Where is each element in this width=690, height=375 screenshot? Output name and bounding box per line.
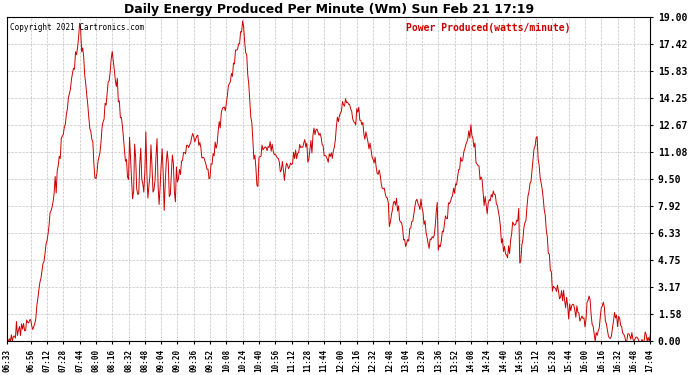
Text: Power Produced(watts/minute): Power Produced(watts/minute) xyxy=(406,23,571,33)
Text: Copyright 2021 Cartronics.com: Copyright 2021 Cartronics.com xyxy=(10,23,145,32)
Title: Daily Energy Produced Per Minute (Wm) Sun Feb 21 17:19: Daily Energy Produced Per Minute (Wm) Su… xyxy=(124,3,534,16)
